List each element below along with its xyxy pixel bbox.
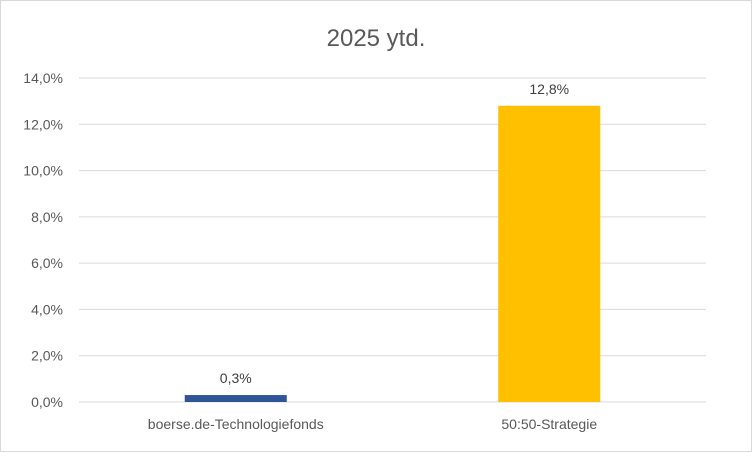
gridlines [79, 77, 706, 403]
y-tick-label: 8,0% [31, 209, 63, 225]
y-tick-label: 12,0% [23, 116, 63, 132]
y-tick-label: 2,0% [31, 348, 63, 364]
y-tick-label: 10,0% [23, 163, 63, 179]
bar [498, 105, 601, 403]
data-label: 12,8% [529, 81, 569, 97]
y-tick-label: 6,0% [31, 255, 63, 271]
x-axis-category-labels: boerse.de-Technologiefonds 50:50-Strategi… [148, 416, 598, 432]
data-label: 0,3% [220, 370, 252, 386]
y-axis-tick-labels: 0,0% 2,0% 4,0% 6,0% 8,0% 10,0% 12,0% 14,0% [23, 70, 63, 410]
x-category-label: 50:50-Strategie [501, 416, 597, 432]
x-category-label: boerse.de-Technologiefonds [148, 416, 324, 432]
data-labels: 0,3% 12,8% [220, 81, 569, 386]
y-tick-label: 0,0% [31, 394, 63, 410]
bar [184, 395, 287, 402]
y-tick-label: 4,0% [31, 301, 63, 317]
chart-title: 2025 ytd. [327, 25, 426, 52]
bars [184, 105, 601, 403]
y-tick-label: 14,0% [23, 70, 63, 86]
